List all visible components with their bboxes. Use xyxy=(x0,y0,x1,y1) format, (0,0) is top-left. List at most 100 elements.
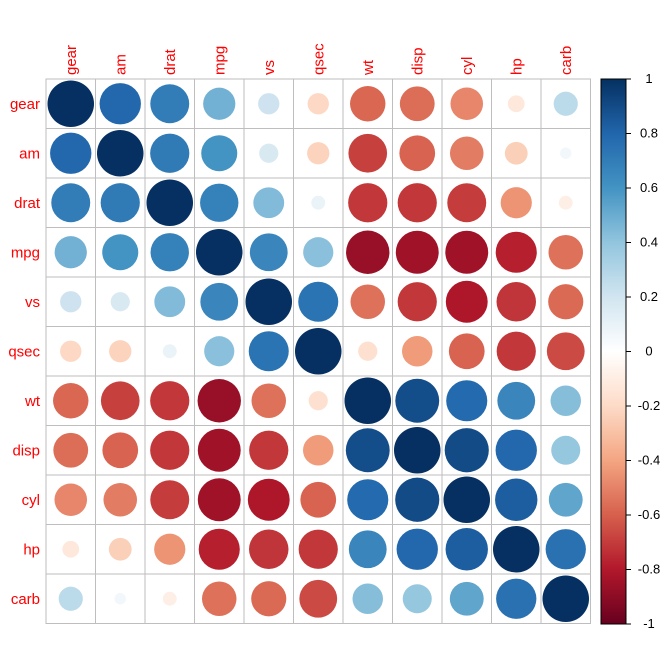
corr-circle-disp-wt xyxy=(345,428,390,473)
corr-circle-am-cyl xyxy=(449,136,484,171)
corr-circle-vs-am xyxy=(110,292,130,312)
row-label-mpg: mpg xyxy=(11,244,40,261)
correlation-circles xyxy=(47,80,590,623)
corr-circle-am-wt xyxy=(348,133,388,173)
corr-circle-wt-gear xyxy=(53,383,89,419)
corr-circle-wt-qsec xyxy=(308,391,328,411)
corr-circle-mpg-gear xyxy=(54,236,87,269)
corr-circle-qsec-hp xyxy=(496,331,536,371)
row-label-gear: gear xyxy=(10,96,40,113)
corr-circle-carb-wt xyxy=(352,583,384,615)
corr-circle-cyl-mpg xyxy=(197,478,241,522)
corr-circle-drat-carb xyxy=(558,195,573,210)
corr-circle-drat-hp xyxy=(500,187,532,219)
column-label-am: am xyxy=(112,54,129,75)
corr-circle-qsec-vs xyxy=(248,331,289,372)
corr-circle-vs-wt xyxy=(350,284,386,320)
corr-circle-hp-vs xyxy=(249,529,289,569)
corr-circle-mpg-wt xyxy=(346,230,390,274)
column-label-gear: gear xyxy=(63,45,80,75)
corr-circle-wt-mpg xyxy=(197,379,241,423)
column-label-wt: wt xyxy=(360,59,377,76)
corr-circle-gear-gear xyxy=(47,80,95,128)
corr-circle-qsec-qsec xyxy=(294,327,342,375)
legend-tick-label: -0.4 xyxy=(638,453,660,468)
corr-circle-cyl-hp xyxy=(495,478,538,521)
corr-circle-cyl-drat xyxy=(150,480,190,520)
corr-circle-vs-mpg xyxy=(200,282,239,321)
row-label-vs: vs xyxy=(25,294,40,311)
corr-circle-disp-gear xyxy=(53,432,89,468)
corr-circle-wt-hp xyxy=(497,381,536,420)
column-label-cyl: cyl xyxy=(459,57,476,75)
row-label-cyl: cyl xyxy=(22,492,40,509)
color-legend-ticks: 1 0.8 0.6 0.4 0.2 0 -0.2 -0.4 -0.6 -0.8 -1 xyxy=(626,71,660,631)
row-label-qsec: qsec xyxy=(8,343,40,360)
corr-circle-disp-disp xyxy=(393,426,441,474)
corr-circle-carb-vs xyxy=(251,581,287,617)
corr-circle-wt-drat xyxy=(150,381,190,421)
column-label-mpg: mpg xyxy=(211,46,228,75)
corr-circle-drat-drat xyxy=(146,179,194,227)
corr-circle-vs-vs xyxy=(245,278,293,326)
corr-circle-carb-carb xyxy=(542,575,590,623)
corr-circle-mpg-vs xyxy=(249,233,288,272)
corr-circle-hp-gear xyxy=(62,540,80,558)
corr-circle-cyl-wt xyxy=(347,479,389,521)
corr-circle-vs-drat xyxy=(154,286,186,318)
row-labels: gear am drat mpg vs qsec wt disp cyl hp carb xyxy=(8,96,41,608)
corr-circle-cyl-qsec xyxy=(300,481,337,518)
corr-circle-qsec-drat xyxy=(162,344,177,359)
legend-tick-label: -1 xyxy=(643,616,655,631)
corr-circle-mpg-drat xyxy=(150,233,189,272)
corr-circle-am-vs xyxy=(259,143,279,163)
column-label-carb: carb xyxy=(558,46,575,75)
row-label-am: am xyxy=(19,145,40,162)
corr-circle-cyl-cyl xyxy=(443,476,491,524)
corr-circle-wt-am xyxy=(100,381,140,421)
corr-circle-disp-qsec xyxy=(302,434,334,466)
legend-tick-label: -0.6 xyxy=(638,507,660,522)
corr-circle-gear-carb xyxy=(553,91,578,116)
column-labels: gear am drat mpg vs qsec wt disp cyl hp carb xyxy=(63,43,575,76)
corr-circle-carb-hp xyxy=(496,578,537,619)
corr-circle-gear-mpg xyxy=(203,87,236,120)
corr-circle-wt-cyl xyxy=(446,380,488,422)
corr-circle-disp-hp xyxy=(495,429,537,471)
corr-circle-carb-mpg xyxy=(201,581,237,617)
corr-circle-mpg-disp xyxy=(395,230,439,274)
corr-circle-carb-disp xyxy=(402,584,432,614)
corr-circle-wt-wt xyxy=(344,377,392,425)
corr-circle-carb-gear xyxy=(58,586,83,611)
row-label-hp: hp xyxy=(23,541,40,558)
corr-circle-hp-disp xyxy=(396,528,438,570)
row-label-carb: carb xyxy=(11,591,40,608)
corr-circle-vs-qsec xyxy=(298,281,339,322)
grid-cell xyxy=(293,227,344,278)
corr-circle-hp-hp xyxy=(492,525,540,573)
corr-circle-cyl-carb xyxy=(548,482,583,517)
legend-tick-label: 1 xyxy=(645,71,652,86)
corr-circle-am-mpg xyxy=(201,135,238,172)
corr-circle-am-drat xyxy=(150,133,190,173)
corr-circle-am-am xyxy=(96,129,144,177)
corr-circle-drat-mpg xyxy=(200,183,239,222)
corr-circle-mpg-cyl xyxy=(445,230,489,274)
corr-circle-cyl-vs xyxy=(247,478,290,521)
corr-circle-disp-mpg xyxy=(197,428,241,472)
corr-circle-am-gear xyxy=(50,132,92,174)
corr-circle-cyl-gear xyxy=(54,483,88,517)
corr-circle-qsec-gear xyxy=(60,340,82,362)
legend-tick-label: -0.2 xyxy=(638,398,660,413)
corr-circle-drat-wt xyxy=(348,183,388,223)
legend-tick-label: 0.8 xyxy=(640,126,658,141)
corr-circle-wt-vs xyxy=(251,383,287,419)
corr-circle-mpg-qsec xyxy=(303,237,334,268)
corr-circle-carb-qsec xyxy=(299,579,338,618)
column-label-vs: vs xyxy=(261,60,278,75)
corr-circle-am-qsec xyxy=(307,142,330,165)
corr-circle-disp-vs xyxy=(249,430,289,470)
color-legend-bar xyxy=(600,78,627,625)
corr-circle-disp-cyl xyxy=(444,428,489,473)
corr-circle-drat-qsec xyxy=(311,195,326,210)
